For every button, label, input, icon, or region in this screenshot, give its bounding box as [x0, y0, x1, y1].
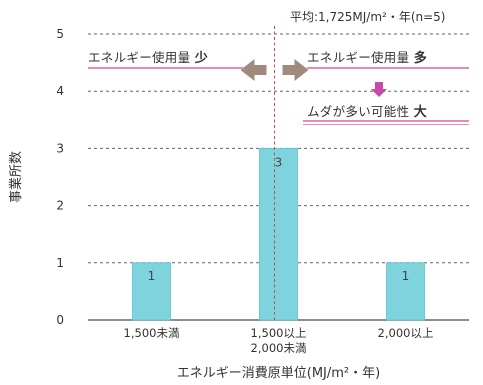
bar	[132, 262, 171, 321]
annotation-high-usage: エネルギー使用量 多	[307, 47, 469, 69]
data-label: 1	[148, 269, 156, 283]
x-tick-labels: 1,500未満 1,500以上 2,000未満 2,000以上	[124, 326, 434, 355]
x-tick-label: 1,500未満	[124, 326, 180, 340]
y-tick-label: 3	[56, 141, 64, 155]
underline	[88, 67, 244, 69]
bars: 1 3 1	[132, 147, 425, 321]
arrow-down-icon	[371, 82, 387, 97]
annotation-low-usage: エネルギー使用量 少	[88, 47, 244, 69]
underline	[303, 120, 469, 122]
arrows	[240, 59, 387, 97]
bar	[386, 262, 425, 321]
y-tick-label: 1	[56, 256, 64, 270]
annotation-waste-text: ムダが多い可能性	[307, 104, 410, 119]
data-label: 1	[402, 269, 410, 283]
y-tick-label: 0	[56, 313, 64, 327]
y-tick-label: 4	[56, 84, 64, 98]
arrow-right-icon	[282, 59, 309, 81]
arrow-left-icon	[240, 59, 267, 81]
x-tick-label: 2,000以上	[378, 326, 434, 340]
annotation-low-text: エネルギー使用量	[88, 50, 191, 65]
annotation-low-emphasis: 少	[194, 51, 208, 66]
y-tick-label: 2	[56, 199, 64, 213]
annotation-high-text: エネルギー使用量	[307, 50, 410, 65]
annotation-waste: ムダが多い可能性 大	[303, 101, 469, 125]
annotation-waste-emphasis: 大	[413, 105, 427, 120]
underline	[303, 124, 469, 125]
bar	[259, 147, 298, 321]
y-axis-label: 事業所数	[8, 151, 24, 203]
x-tick-label: 1,500以上 2,000未満	[251, 326, 307, 355]
y-tick-labels: 0 1 2 3 4 5	[56, 27, 64, 327]
average-note: 平均:1,725MJ/m²・年(n=5)	[290, 10, 446, 24]
underline	[307, 67, 469, 69]
data-label: 3	[275, 155, 283, 169]
y-tick-label: 5	[56, 27, 64, 41]
annotation-high-emphasis: 多	[413, 51, 427, 66]
x-axis-label: エネルギー消費原単位(MJ/m²・年)	[177, 365, 380, 381]
